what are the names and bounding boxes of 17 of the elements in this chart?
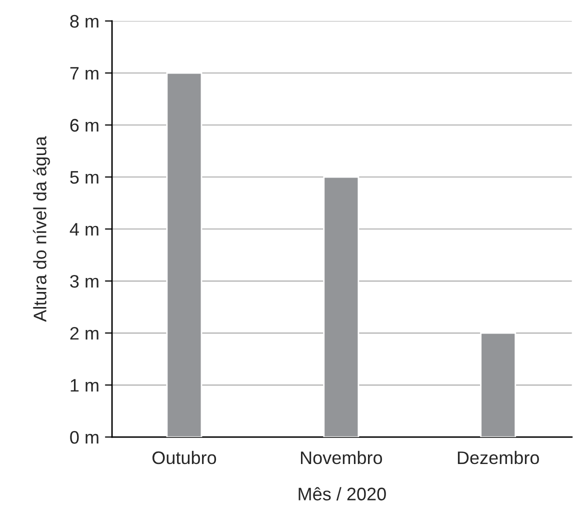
bar <box>166 72 202 438</box>
y-axis-title: Altura do nível da água <box>32 136 50 322</box>
bar <box>323 176 360 438</box>
x-tick-label: Dezembro <box>458 450 539 464</box>
x-axis-title: Mês / 2020 <box>298 487 386 500</box>
y-tick-label: 1 m <box>70 379 98 392</box>
x-tick-label: Novembro <box>300 450 382 464</box>
y-tick-label: 6 m <box>70 118 98 132</box>
x-tick-label: Outubro <box>152 450 216 464</box>
y-tick-label: 5 m <box>70 171 98 184</box>
y-tick-label: 2 m <box>70 326 98 340</box>
bar <box>480 332 516 438</box>
y-tick-label: 3 m <box>70 274 98 288</box>
y-tick-label: 4 m <box>70 223 98 236</box>
y-tick-label: 0 m <box>70 430 98 444</box>
y-tick-label: 7 m <box>70 67 98 80</box>
y-tick-label: 8 m <box>70 14 98 28</box>
